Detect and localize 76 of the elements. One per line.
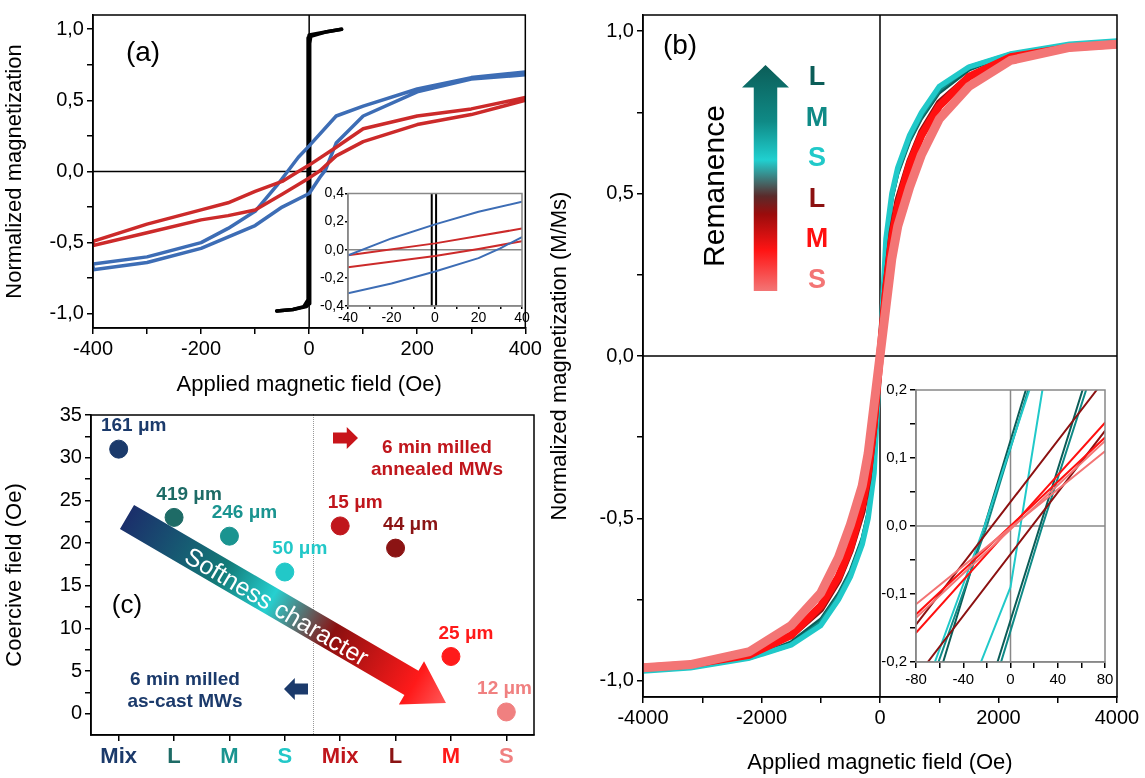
y-tick-label: 0,1	[886, 448, 907, 466]
x-tick-label: 0	[1006, 670, 1015, 688]
y-tick-label: 0,5	[606, 181, 634, 204]
text: M	[805, 222, 829, 254]
x-tick-label: -2000	[735, 705, 788, 728]
x-tick-label: -80	[905, 670, 927, 688]
x-tick-label: -200	[181, 336, 222, 359]
y-tick-label: 35	[59, 402, 82, 425]
y-tick-label: -0,1	[881, 584, 907, 602]
x-tick-label: -20	[381, 309, 402, 326]
annotation: 6 min milled as-cast MWs	[127, 668, 243, 712]
x-tick-label: 0	[303, 336, 315, 359]
x-tick-label: 80	[1096, 670, 1114, 688]
x-tick-label: S	[498, 743, 514, 769]
annotation: 12 μm	[477, 677, 532, 699]
y-tick-label: 0,0	[606, 343, 634, 366]
x-axis-title: Applied magnetic field (Oe)	[747, 748, 1013, 774]
y-axis-title: Normalized magnetization (M/Ms)	[546, 191, 572, 521]
y-axis-title: Normalized magnetization	[1, 44, 27, 299]
x-tick-label: M	[220, 743, 239, 769]
x-tick-label: S	[277, 743, 293, 769]
text: L	[808, 182, 826, 213]
text: L	[808, 60, 826, 92]
legend-title: Remanence	[697, 105, 731, 267]
y-tick-label: 5	[70, 658, 82, 681]
annotation: 25 μm	[438, 621, 494, 643]
annotation: (b)	[662, 29, 698, 61]
y-axis-title: Coercive field (Oe)	[1, 483, 27, 667]
y-tick-label: 0,2	[886, 380, 907, 398]
x-tick-label: -4000	[617, 705, 669, 728]
annotation: (a)	[125, 36, 161, 68]
x-tick-label: 200	[400, 336, 434, 359]
x-tick-label: M	[441, 743, 461, 769]
x-tick-label: L	[167, 743, 181, 769]
annotation: 419 μm	[156, 482, 222, 504]
y-tick-label: 0,4	[324, 184, 345, 201]
y-tick-label: 30	[59, 445, 82, 468]
y-tick-label: 20	[59, 530, 82, 553]
x-tick-label: 20	[470, 309, 487, 326]
x-tick-label: -40	[952, 670, 975, 688]
y-tick-label: 0,0	[886, 516, 907, 534]
y-tick-label: 15	[59, 573, 82, 596]
y-tick-label: 0,5	[56, 87, 84, 110]
text: S	[807, 141, 827, 173]
annotation: 50 μm	[272, 537, 328, 559]
annotation: 44 μm	[383, 513, 439, 535]
x-tick-label: 4000	[1094, 705, 1140, 728]
annotation: 6 min milled annealed MWs	[371, 436, 503, 480]
x-tick-label: 2000	[976, 705, 1021, 728]
y-tick-label: -0,2	[319, 268, 345, 285]
annotation: 15 μm	[327, 491, 383, 513]
x-tick-label: Mix	[321, 743, 360, 769]
x-tick-label: L	[388, 743, 403, 769]
x-axis-title: Applied magnetic field (Oe)	[176, 370, 442, 396]
y-tick-label: 0,0	[324, 240, 345, 257]
y-tick-label: -1,0	[599, 668, 634, 691]
y-tick-label: -1,0	[49, 301, 84, 324]
text: S	[807, 263, 827, 294]
annotation: 246 μm	[211, 501, 278, 523]
y-tick-label: 10	[59, 615, 82, 638]
y-tick-label: 0,0	[56, 159, 84, 182]
x-tick-label: 40	[1049, 670, 1067, 688]
y-tick-label: 25	[59, 487, 82, 510]
y-tick-label: 0,2	[324, 212, 345, 229]
x-tick-label: 0	[431, 309, 440, 326]
x-tick-label: -400	[72, 336, 114, 359]
y-tick-label: -0,5	[599, 505, 634, 528]
y-tick-label: 1,0	[606, 18, 634, 41]
x-tick-label: Mix	[100, 743, 138, 769]
x-tick-label: 400	[508, 336, 542, 359]
text: M	[805, 101, 829, 132]
y-tick-label: -0,2	[881, 652, 907, 670]
annotation: 161 μm	[100, 414, 167, 436]
y-tick-label: -0,5	[49, 230, 84, 253]
y-tick-label: 1,0	[56, 16, 84, 39]
annotation: (c)	[111, 588, 143, 620]
